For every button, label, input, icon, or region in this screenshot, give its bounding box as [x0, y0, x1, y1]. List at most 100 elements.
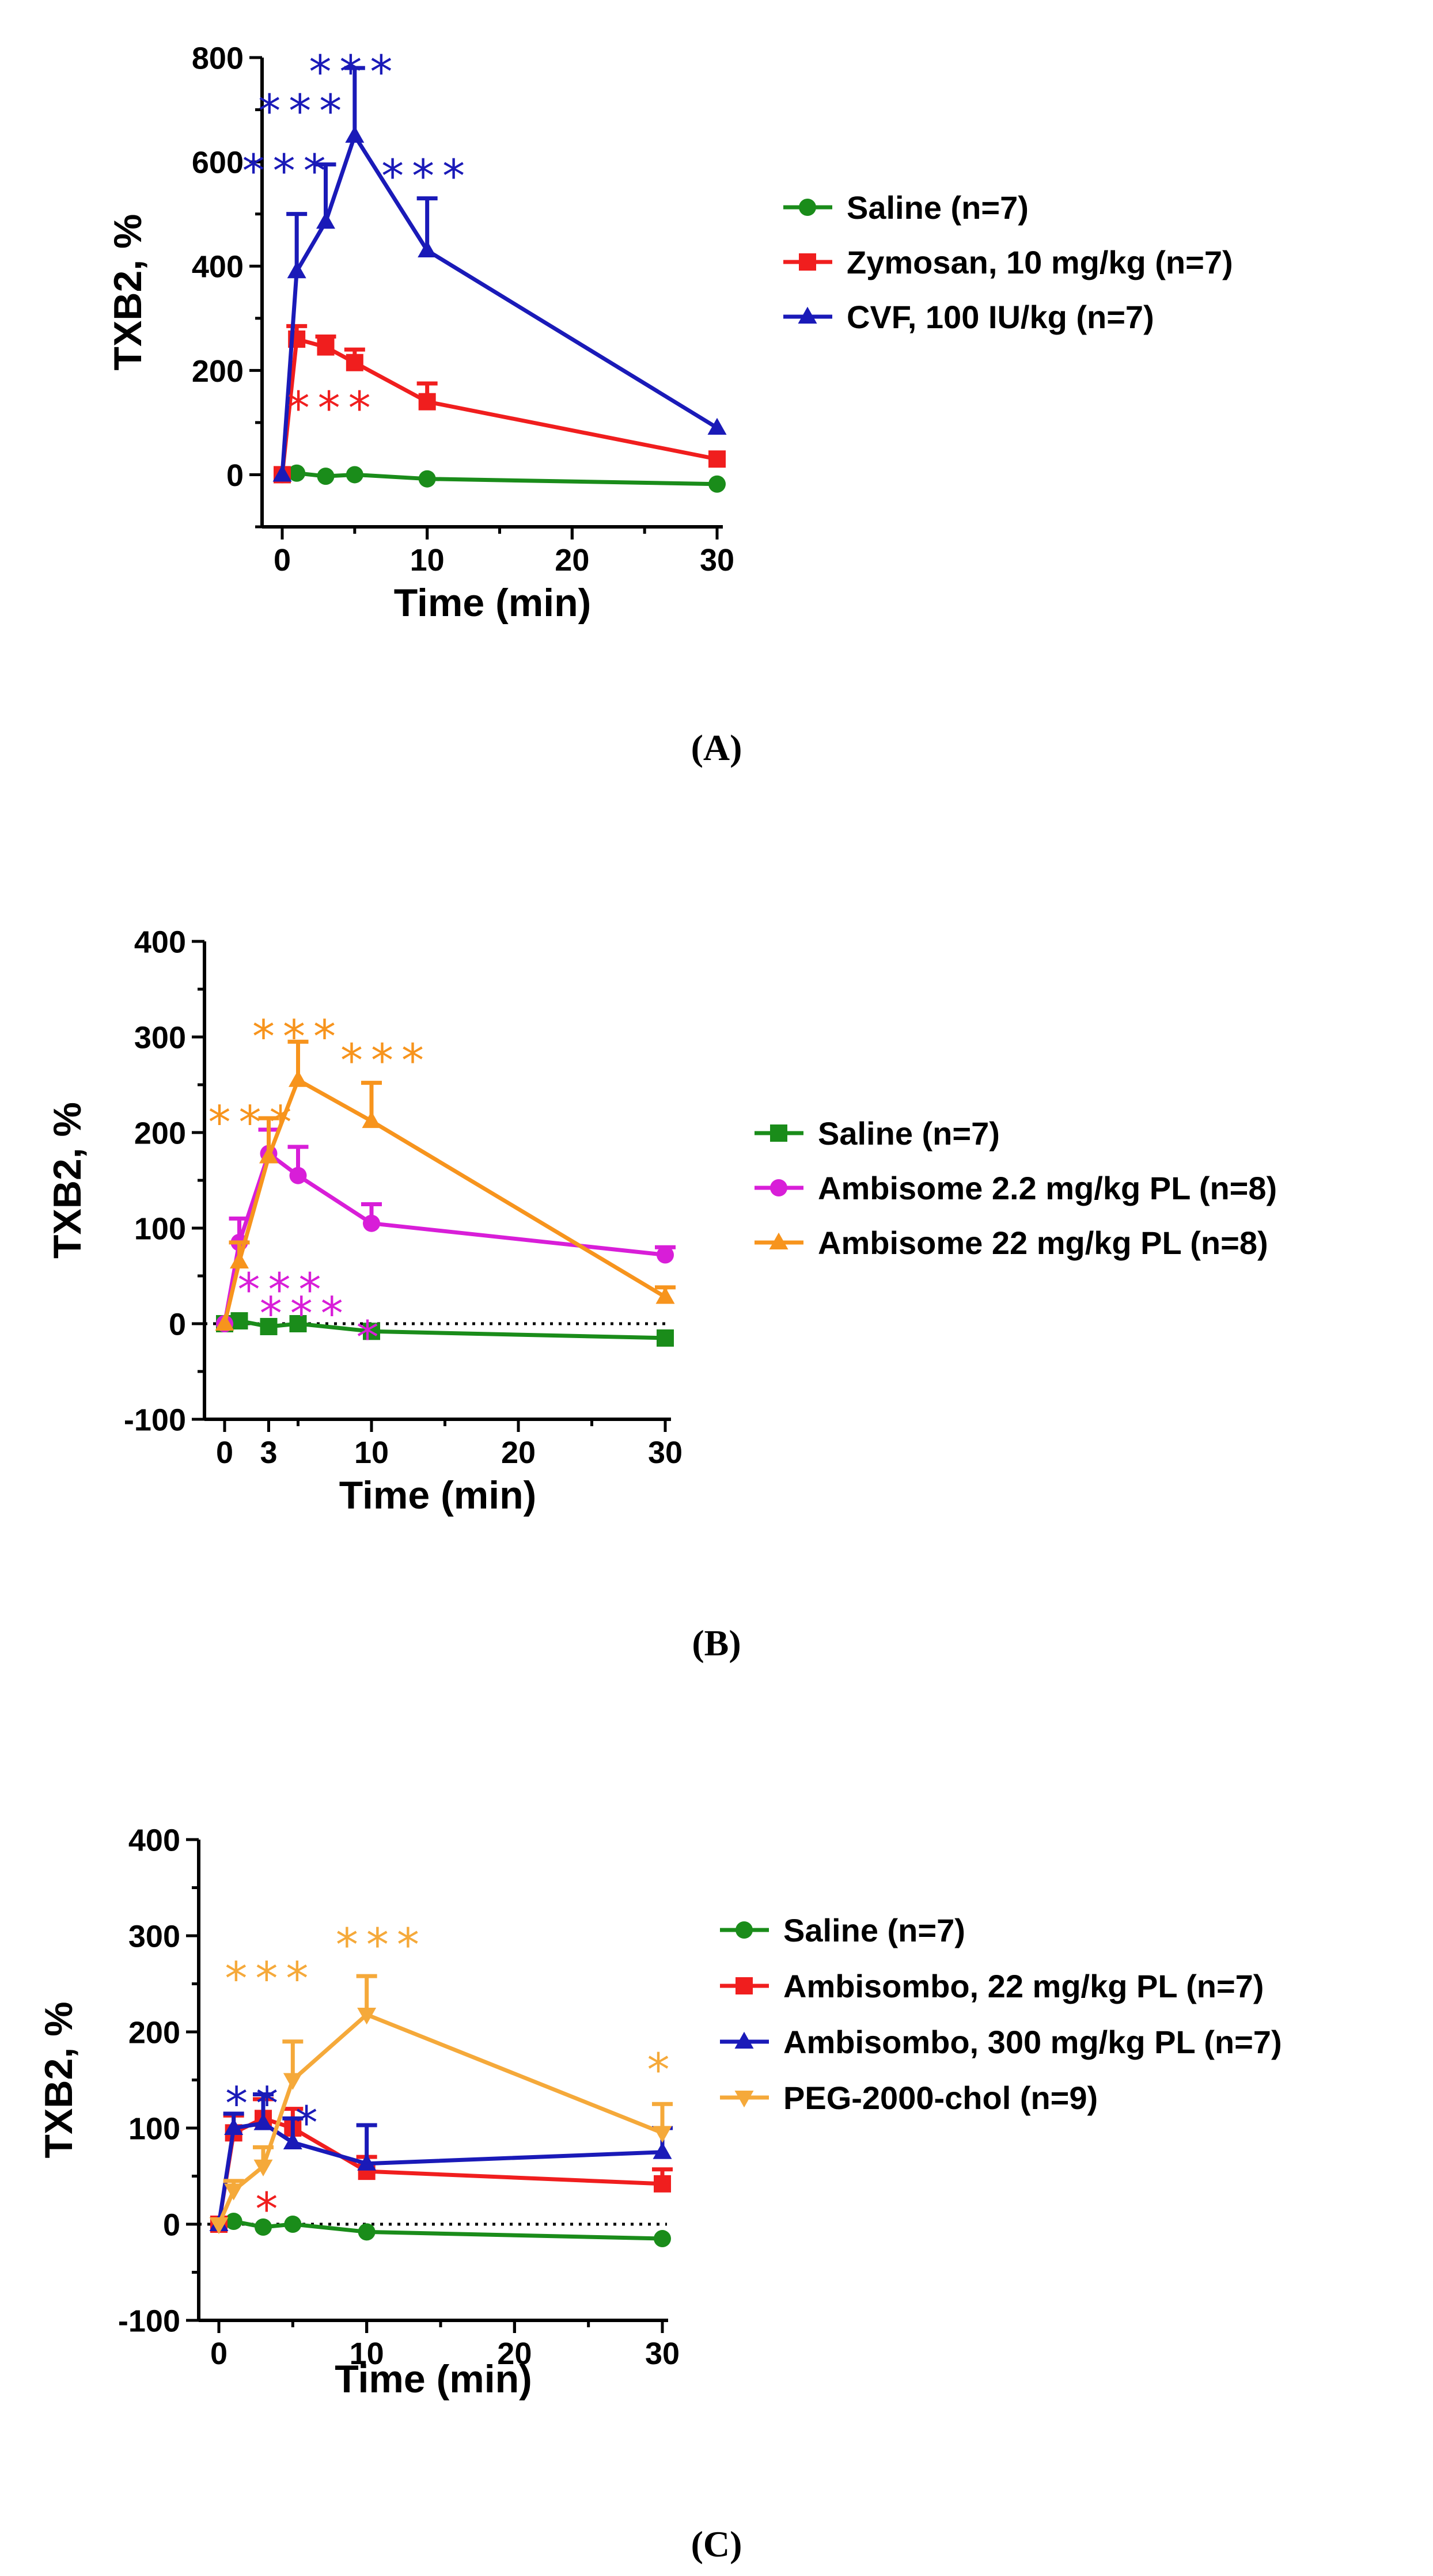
y-tick-label: 0	[169, 1307, 186, 1342]
data-point	[284, 2216, 302, 2233]
legend-label: Saline (n=7)	[783, 1912, 965, 1948]
legend-item: CVF, 100 IU/kg (n=7)	[783, 299, 1154, 335]
data-point	[657, 1246, 674, 1264]
significance-annotation: ***	[258, 86, 350, 138]
legend-marker	[734, 2091, 754, 2108]
x-tick-label: 30	[645, 2336, 680, 2371]
data-point	[253, 2113, 273, 2130]
data-point	[289, 1070, 308, 1087]
data-point	[317, 468, 335, 485]
y-tick-label: 100	[134, 1211, 186, 1246]
panel-label: (C)	[691, 2524, 742, 2564]
significance-annotation: ***	[252, 1011, 344, 1063]
data-point	[230, 1312, 248, 1330]
y-tick-label: 100	[128, 2111, 180, 2146]
x-tick-label: 10	[350, 2336, 384, 2371]
significance-annotation: ***	[260, 1289, 351, 1340]
data-point	[418, 240, 437, 258]
panel-label: (B)	[692, 1623, 741, 1663]
series-line	[280, 337, 718, 475]
chart-panel-a: 0 200 400 600 800 0 10 20 30 Time (min) TXB2, % Sal…	[106, 41, 1233, 768]
significance-annotation: *	[255, 2184, 286, 2236]
data-point	[346, 354, 363, 371]
legend-label: Ambisombo, 300 mg/kg PL (n=7)	[783, 2024, 1282, 2060]
legend-marker	[799, 199, 816, 216]
significance-annotation: ***	[287, 383, 379, 435]
x-tick-label: 30	[700, 543, 734, 577]
x-axis-label: Time (min)	[339, 1473, 537, 1517]
legend-marker	[736, 1977, 753, 1994]
significance-annotation: *	[647, 2045, 678, 2096]
y-tick-label: 600	[192, 146, 244, 180]
data-point	[317, 338, 335, 356]
data-point	[707, 417, 727, 435]
data-point	[260, 1317, 278, 1335]
data-point	[272, 465, 292, 482]
data-point	[653, 2126, 672, 2143]
data-point	[288, 464, 306, 482]
data-point	[357, 2007, 377, 2025]
data-point	[289, 1167, 307, 1184]
legend-label: Ambisome 2.2 mg/kg PL (n=8)	[818, 1170, 1277, 1206]
data-point	[289, 1315, 307, 1332]
chart-panel-c: -100 0 100 200 300 400 0 10 20 30 Time (min) TXB2, …	[37, 1823, 1282, 2564]
data-point	[418, 470, 436, 488]
data-point	[358, 2223, 376, 2241]
x-tick-label: 10	[410, 543, 445, 577]
x-tick-label: 30	[648, 1435, 683, 1470]
legend-marker	[770, 1179, 787, 1196]
x-tick-label: 0	[274, 543, 291, 577]
legend-marker	[799, 253, 816, 271]
data-point	[708, 475, 726, 493]
legend-item: Ambisombo, 300 mg/kg PL (n=7)	[720, 2024, 1282, 2060]
significance-annotation: ***	[242, 146, 334, 197]
legend-item: Zymosan, 10 mg/kg (n=7)	[783, 244, 1233, 280]
y-axis-label: TXB2, %	[46, 1102, 89, 1259]
legend-label: Saline (n=7)	[847, 189, 1029, 226]
legend-item: PEG-2000-chol (n=9)	[720, 2080, 1098, 2116]
legend-item: Saline (n=7)	[755, 1115, 1000, 1152]
legend-item: Saline (n=7)	[720, 1912, 965, 1948]
legend-marker	[798, 306, 817, 324]
data-point	[345, 126, 365, 143]
legend-item: Saline (n=7)	[783, 189, 1029, 226]
data-point	[654, 2175, 671, 2193]
y-tick-label: 200	[192, 354, 244, 389]
x-tick-label: 0	[216, 1435, 233, 1470]
y-tick-label: 400	[192, 250, 244, 284]
legend-marker	[734, 2031, 754, 2049]
data-point	[316, 212, 335, 229]
data-point	[225, 2212, 242, 2230]
data-point	[362, 1111, 381, 1129]
y-tick-label: 0	[226, 458, 244, 493]
series-0	[274, 464, 726, 493]
significance-annotation: *	[295, 2098, 326, 2149]
data-point	[230, 1251, 249, 1269]
data-point	[283, 2132, 302, 2150]
data-point	[363, 1323, 380, 1340]
legend-marker	[736, 1921, 753, 1939]
y-tick-label: 300	[128, 1919, 180, 1954]
legend-label: Saline (n=7)	[818, 1115, 1000, 1152]
series-line	[217, 2012, 664, 2225]
series-2	[215, 1039, 676, 1331]
data-point	[654, 2230, 671, 2248]
data-point	[287, 261, 306, 279]
data-point	[224, 2183, 244, 2201]
data-point	[253, 2159, 273, 2177]
data-point	[657, 1329, 674, 1347]
data-point	[224, 2118, 244, 2135]
legend-label: CVF, 100 IU/kg (n=7)	[847, 299, 1154, 335]
legend-label: Zymosan, 10 mg/kg (n=7)	[847, 244, 1233, 280]
data-point	[655, 1287, 675, 1304]
y-tick-label: 300	[134, 1020, 186, 1055]
data-point	[708, 450, 726, 468]
x-tick-label: 20	[501, 1435, 536, 1470]
series-line	[280, 134, 718, 475]
y-tick-label: -100	[124, 1403, 186, 1437]
data-point	[346, 466, 363, 484]
legend-item: Ambisome 22 mg/kg PL (n=8)	[755, 1225, 1268, 1261]
legend-label: PEG-2000-chol (n=9)	[783, 2080, 1098, 2116]
data-point	[255, 2218, 272, 2236]
